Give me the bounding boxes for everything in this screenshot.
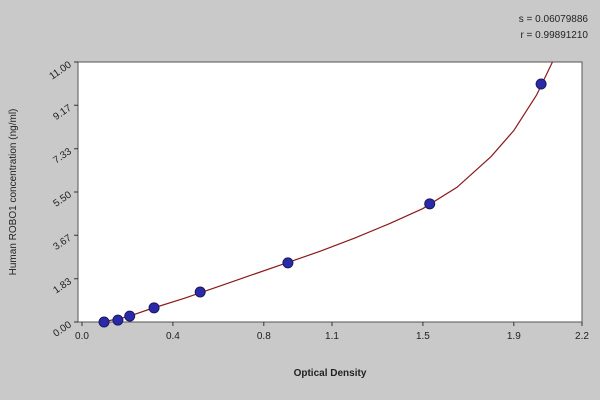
- annotation: r = 0.99891210: [520, 30, 588, 41]
- x-tick-label: 1.9: [507, 331, 521, 342]
- data-point: [98, 316, 110, 328]
- x-tick-label: 1.1: [325, 331, 339, 342]
- data-point: [148, 302, 160, 314]
- x-tick-label: 0.4: [166, 331, 180, 342]
- data-point: [124, 310, 136, 322]
- data-point: [112, 314, 124, 326]
- x-axis-label: Optical Density: [294, 368, 367, 379]
- x-tick-label: 1.5: [416, 331, 430, 342]
- plot-area: [77, 61, 583, 323]
- y-axis-label: Human ROBO1 concentration (ng/ml): [8, 109, 19, 276]
- annotation: s = 0.06079886: [519, 14, 589, 25]
- data-point: [535, 78, 547, 90]
- data-point: [424, 198, 436, 210]
- fit-curve: [102, 61, 553, 323]
- x-tick-label: 2.2: [575, 331, 589, 342]
- data-point: [194, 286, 206, 298]
- x-tick-label: 0.8: [257, 331, 271, 342]
- data-point: [282, 257, 294, 269]
- x-tick-label: 0.0: [75, 331, 89, 342]
